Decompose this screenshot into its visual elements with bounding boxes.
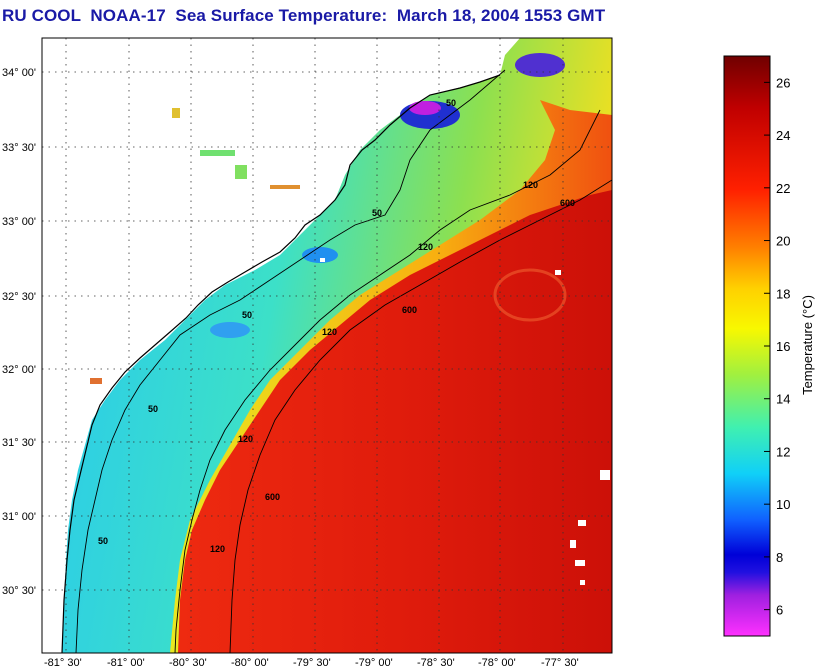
isobath-120 (174, 109, 601, 653)
lon-tick-label: -81° 00' (107, 657, 145, 669)
isobath-label: 50 (148, 404, 158, 414)
colorbar-tick-label: 26 (776, 75, 790, 90)
colorbar-ramp (723, 55, 771, 637)
colorbar-tick-label: 12 (776, 444, 790, 459)
isobath-label: 600 (265, 492, 280, 502)
coldest-patch (409, 101, 441, 115)
lon-tick-label: -80° 00' (231, 657, 269, 669)
lat-tick-label: 31° 30' (2, 437, 36, 449)
graticule (42, 38, 612, 653)
isobath-600 (229, 179, 612, 653)
isobath-label: 600 (402, 305, 417, 315)
lon-tick-label: -81° 30' (44, 657, 82, 669)
cold-patch (515, 53, 565, 77)
isobath-label: 50 (242, 310, 252, 320)
isobath-50 (75, 69, 506, 653)
lat-tick-label: 33° 00' (2, 216, 36, 228)
speckle-noise (90, 108, 300, 384)
lon-tick-label: -79° 30' (293, 657, 331, 669)
isobath-label: 50 (98, 536, 108, 546)
lat-tick-label: 32° 00' (2, 364, 36, 376)
colorbar-tick-label: 20 (776, 234, 790, 249)
colorbar-tick-label: 22 (776, 181, 790, 196)
colorbar-ticks: 26 24 22 20 18 16 14 12 10 8 6 (764, 75, 790, 618)
longitude-axis: -81° 30' -81° 00' -80° 30' -80° 00' -79°… (44, 657, 579, 669)
lat-tick-label: 31° 00' (2, 511, 36, 523)
lon-tick-label: -78° 00' (478, 657, 516, 669)
cold-patch (210, 322, 250, 338)
lon-tick-label: -80° 30' (169, 657, 207, 669)
colorbar-title: Temperature (°C) (800, 295, 815, 395)
lon-tick-label: -77° 30' (541, 657, 579, 669)
colorbar-tick-label: 24 (776, 128, 790, 143)
isobath-label: 120 (523, 180, 538, 190)
colorbar: 26 24 22 20 18 16 14 12 10 8 6 Temperature (°C) (723, 55, 815, 637)
colorbar-tick-label: 16 (776, 339, 790, 354)
isobath-label: 50 (446, 98, 456, 108)
colorbar-tick-label: 10 (776, 497, 790, 512)
lat-tick-label: 30° 30' (2, 585, 36, 597)
lat-tick-label: 32° 30' (2, 291, 36, 303)
cloud-specks (320, 258, 610, 585)
lat-tick-label: 34° 00' (2, 67, 36, 79)
lon-tick-label: -78° 30' (417, 657, 455, 669)
eddy-feature (493, 268, 567, 322)
latitude-axis: 34° 00' 33° 30' 33° 00' 32° 30' 32° 00' … (2, 67, 36, 597)
isobath-label: 120 (238, 434, 253, 444)
isobath-label: 120 (418, 242, 433, 252)
isobath-label: 600 (560, 198, 575, 208)
colorbar-tick-label: 8 (776, 550, 783, 565)
map-frame (41, 37, 613, 654)
colorbar-tick-label: 6 (776, 603, 783, 618)
coastline (61, 74, 501, 653)
lat-tick-label: 33° 30' (2, 142, 36, 154)
figure-title: RU COOL NOAA-17 Sea Surface Temperature:… (2, 6, 606, 25)
isobath-label: 120 (322, 327, 337, 337)
sst-image: 50 50 50 50 50 120 120 120 120 120 600 6… (42, 38, 612, 653)
gulf-stream (178, 190, 612, 653)
colorbar-tick-label: 18 (776, 286, 790, 301)
lon-tick-label: -79° 00' (355, 657, 393, 669)
isobath-label: 50 (372, 208, 382, 218)
colorbar-tick-label: 14 (776, 392, 790, 407)
isobath-label: 120 (210, 544, 225, 554)
cold-patch (302, 247, 338, 263)
